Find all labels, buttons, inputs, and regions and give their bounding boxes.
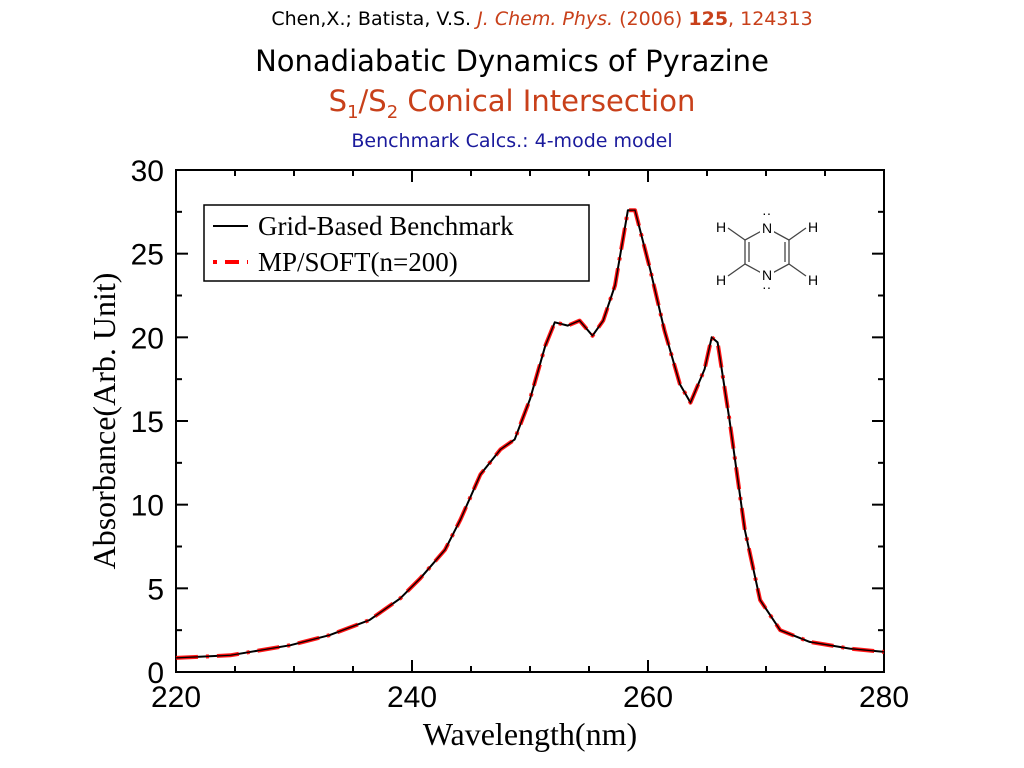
legend: Grid-Based Benchmark MP/SOFT(n=200) <box>203 204 590 282</box>
x-axis-label: Wavelength(nm) <box>423 716 637 752</box>
y-tick-label: 10 <box>131 490 164 523</box>
lone-pair: ·· <box>762 205 771 221</box>
x-tick-label: 240 <box>387 681 437 714</box>
lone-pair: ·· <box>762 279 771 295</box>
x-tick-label: 220 <box>151 681 201 714</box>
legend-label-soft: MP/SOFT(n=200) <box>258 247 458 277</box>
legend-label-benchmark: Grid-Based Benchmark <box>258 211 514 241</box>
s: S <box>328 84 348 118</box>
page-title: Nonadiabatic Dynamics of Pyrazine <box>255 44 769 78</box>
citation: Chen,X.; Batista, V.S. J. Chem. Phys. (2… <box>30 8 1024 30</box>
y-tick-label: 5 <box>147 573 164 606</box>
slash-s: /S <box>358 84 387 118</box>
y-tick-label: 15 <box>131 406 164 439</box>
atom-h: H <box>716 272 726 288</box>
y-tick-label: 30 <box>131 155 164 188</box>
atom-n: N <box>762 220 772 236</box>
y-tick-label: 0 <box>147 657 164 690</box>
series-line-benchmark-overlay <box>175 209 885 659</box>
sub1: 1 <box>347 101 359 123</box>
atom-h: H <box>808 219 818 235</box>
volume: 125 <box>688 8 729 30</box>
atom-h: H <box>808 272 818 288</box>
y-tick-label: 25 <box>131 239 164 272</box>
y-tick-label: 20 <box>131 322 164 355</box>
benchmark-note: Benchmark Calcs.: 4-mode model <box>351 130 673 152</box>
subtitle-rest: Conical Intersection <box>398 84 696 118</box>
x-tick-label: 260 <box>623 681 673 714</box>
journal: J. Chem. Phys. <box>477 8 614 30</box>
authors: Chen,X.; Batista, V.S. <box>271 8 472 30</box>
y-axis-label: Absorbance(Arb. Unit) <box>86 273 122 570</box>
article-number: , 124313 <box>728 8 813 30</box>
subtitle: S1/S2 Conical Intersection <box>0 84 1024 123</box>
sub2: 2 <box>386 101 399 123</box>
pyrazine-structure <box>727 219 807 284</box>
atom-n: N <box>762 267 772 283</box>
year: (2006) <box>619 8 683 30</box>
atom-h: H <box>716 219 726 235</box>
legend-box <box>203 204 590 282</box>
x-tick-label: 280 <box>859 681 909 714</box>
